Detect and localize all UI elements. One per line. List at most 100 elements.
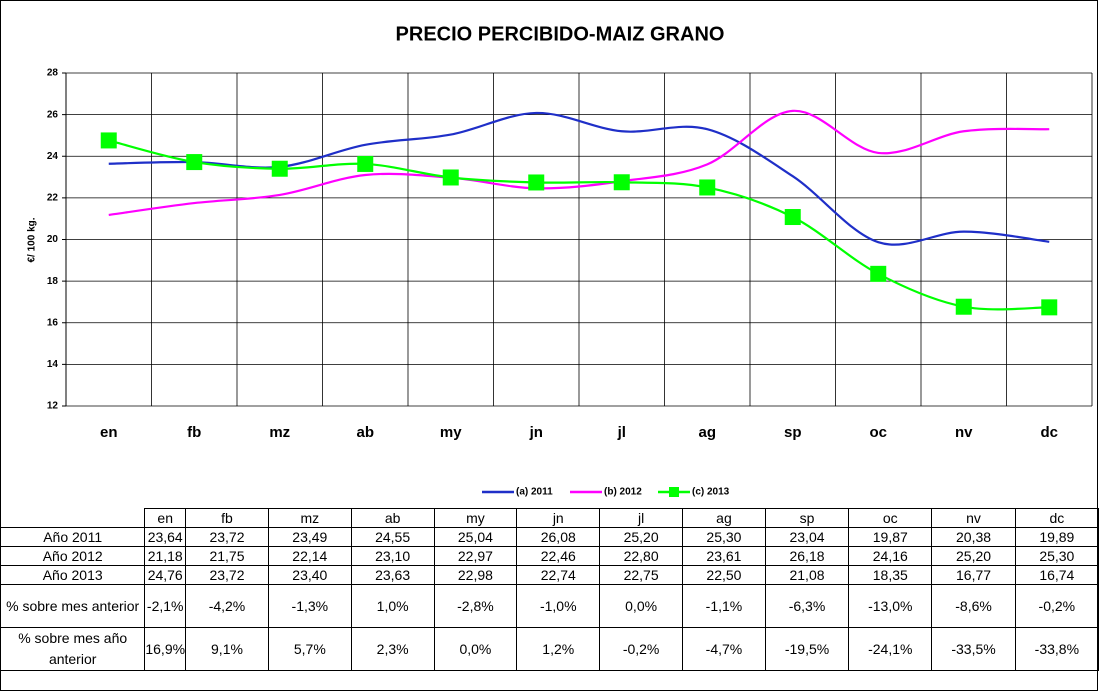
table-cell: 25,30 [1014,546,1099,566]
y-tick-label: 28 [47,68,59,79]
marker [784,209,801,226]
table-cell: 21,08 [764,565,850,585]
x-tick-label: sp [784,424,802,441]
table-cell: -1,3% [267,584,352,628]
y-tick-label: 22 [47,193,59,204]
table-cell: 23,63 [350,565,435,585]
table-cell: 23,72 [185,527,269,547]
table-row: % sobre mes año anterior 16,9% 9,1% 5,7% 2,3… [0,627,1099,671]
header-cell: fb [185,508,269,528]
table-cell: 20,38 [931,527,1016,547]
table-cell: -0,2% [599,627,684,671]
y-tick-label: 12 [47,401,59,412]
table-row: Año 2011 23,64 23,72 23,49 24,55 25,04 26,08 25… [0,527,1099,547]
x-tick-label: nv [955,424,973,441]
legend-label: (c) 2013 [692,487,730,498]
x-tick-label: my [440,424,462,441]
table-cell: -33,8% [1014,627,1099,671]
x-tick-label: jl [617,424,626,441]
table-cell: 24,16 [848,546,933,566]
y-tick-label: 18 [47,276,59,287]
empty-cell [1,509,145,528]
table-cell: -0,2% [1014,584,1099,628]
table-cell: -1,0% [516,584,601,628]
header-cell: jl [599,508,684,528]
table-cell: -24,1% [848,627,933,671]
x-tick-label: dc [1040,424,1058,441]
marker [186,154,203,171]
table-cell: 16,9% [144,627,187,671]
table-cell: 23,72 [185,565,269,585]
row-label: % sobre mes anterior [0,584,146,628]
table-cell: -6,3% [764,584,850,628]
table-cell: -4,2% [185,584,269,628]
table-cell: 25,20 [599,527,684,547]
y-tick-label: 20 [47,234,59,245]
header-row: en fb mz ab my jn jl ag sp oc nv dc [1,508,1099,528]
header-cell: my [433,508,518,528]
table-body: en fb mz ab my jn jl ag sp oc nv dc Año 2011 23,64 23,… [0,508,1099,671]
legend-marker [669,487,679,497]
data-table: en fb mz ab my jn jl ag sp oc nv dc Año 2011 23,64 23,… [0,508,1099,671]
table-cell: -2,8% [433,584,518,628]
table-cell: 22,74 [516,565,601,585]
table-cell: 19,89 [1014,527,1099,547]
header-cell: en [144,508,187,528]
table-cell: 0,0% [433,627,518,671]
header-cell: ab [350,508,435,528]
row-label: % sobre mes año anterior [0,627,146,671]
marker [528,174,545,191]
row-label: Año 2012 [0,546,146,566]
table-cell: 22,98 [433,565,518,585]
table-cell: 22,75 [599,565,684,585]
marker [613,174,630,191]
y-tick-label: 14 [47,359,59,370]
marker [100,132,117,149]
y-tick-label: 26 [47,109,59,120]
table-cell: 18,35 [848,565,933,585]
legend-label: (b) 2012 [604,487,642,498]
x-tick-label: ab [356,424,374,441]
y-axis-label: €/ 100 kg. [27,217,38,262]
table-cell: 22,14 [267,546,352,566]
marker [870,265,887,282]
marker [955,298,972,315]
table-cell: 23,40 [267,565,352,585]
table-cell: 22,97 [433,546,518,566]
marker [357,155,374,172]
marker [271,160,288,177]
table-cell: 2,3% [350,627,435,671]
x-tick-label: oc [869,424,887,441]
table-cell: 25,30 [682,527,766,547]
table-cell: 23,04 [764,527,850,547]
header-cell: sp [764,508,850,528]
table-cell: 23,61 [682,546,766,566]
table-cell: 24,55 [350,527,435,547]
header-cell: ag [682,508,766,528]
header-cell: nv [931,508,1016,528]
table-cell: -13,0% [848,584,933,628]
table-cell: 23,49 [267,527,352,547]
table-cell: -4,7% [682,627,766,671]
table-cell: 26,18 [764,546,850,566]
table-cell: 19,87 [848,527,933,547]
x-tick-label: ag [698,424,716,441]
table-cell: 5,7% [267,627,352,671]
series-line [108,109,1050,217]
row-label: Año 2013 [0,565,146,585]
x-tick-label: mz [269,424,290,441]
table-cell: 21,75 [185,546,269,566]
legend-label: (a) 2011 [516,487,553,498]
table-cell: 9,1% [185,627,269,671]
y-tick-label: 24 [47,151,59,162]
table-cell: -1,1% [682,584,766,628]
row-label: Año 2011 [0,527,146,547]
table-cell: 1,0% [350,584,435,628]
table-cell: 26,08 [516,527,601,547]
table-cell: 22,50 [682,565,766,585]
table-row: Año 2013 24,76 23,72 23,40 23,63 22,98 22,74 22… [0,565,1099,585]
table-row: Año 2012 21,18 21,75 22,14 23,10 22,97 22,46 22… [0,546,1099,566]
table-cell: 25,04 [433,527,518,547]
header-cell: mz [267,508,352,528]
